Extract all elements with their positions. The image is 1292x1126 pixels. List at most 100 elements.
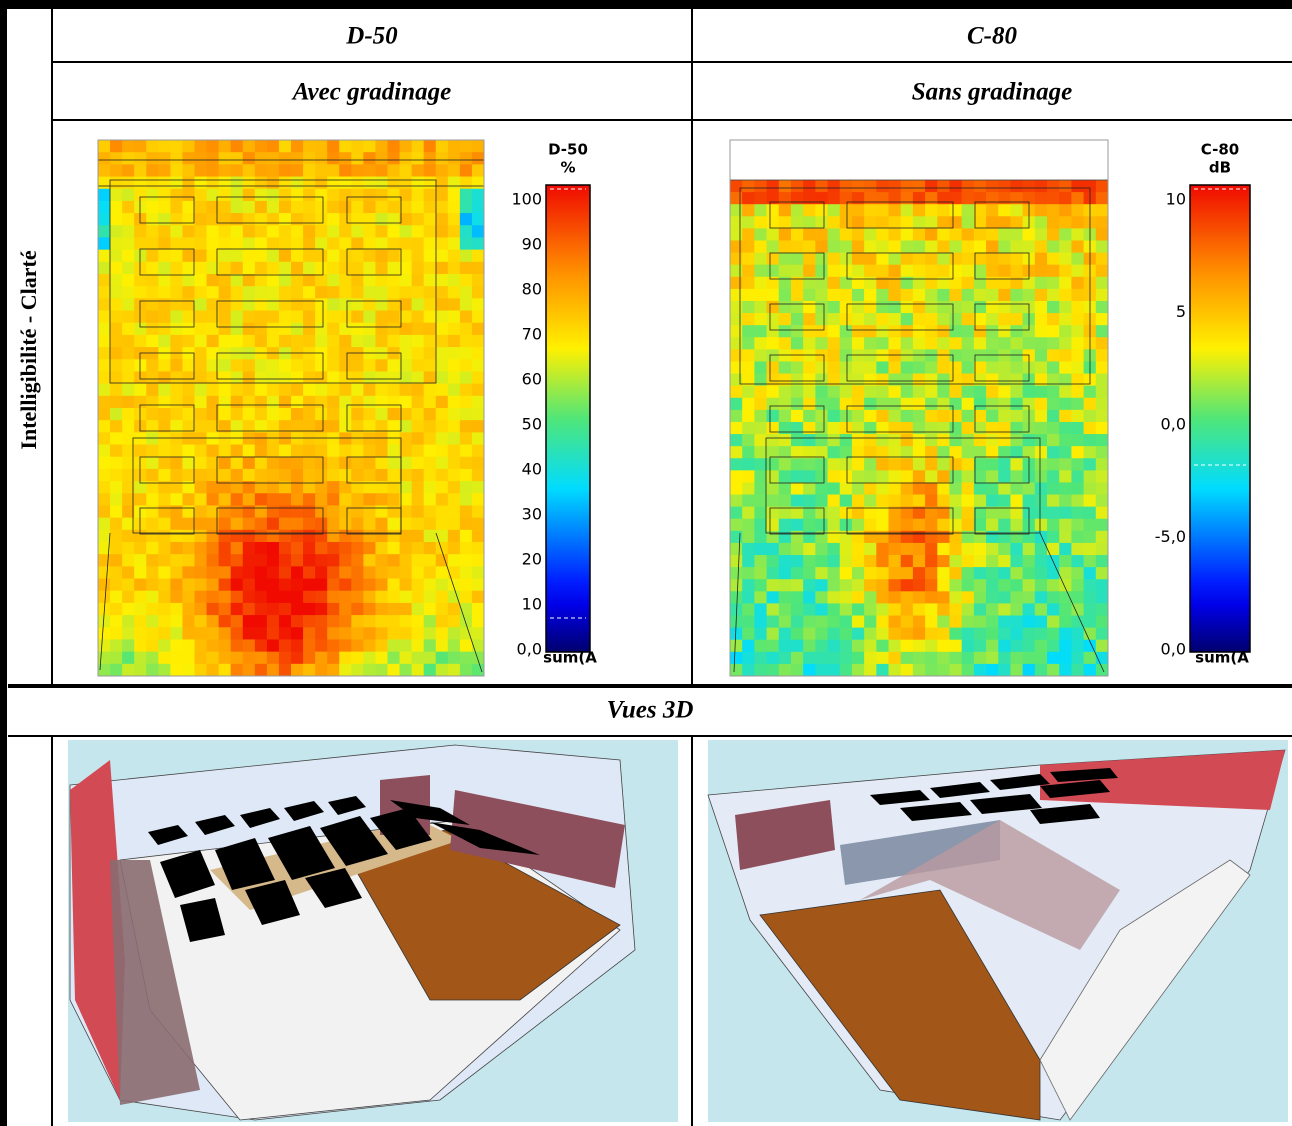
heat-cell [803, 361, 816, 374]
heat-cell [339, 213, 352, 226]
heat-cell [448, 396, 461, 409]
heat-cell [974, 591, 987, 604]
heat-cell [949, 507, 962, 520]
heat-cell [219, 213, 232, 226]
heat-cell [889, 567, 902, 580]
heat-cell [876, 519, 889, 532]
heat-cell [913, 543, 926, 556]
heat-cell [974, 253, 987, 266]
heat-cell [170, 530, 183, 543]
heat-cell [448, 262, 461, 275]
heat-cell [388, 140, 401, 153]
heat-cell [852, 616, 865, 629]
heat-cell [327, 384, 340, 397]
heat-cell [98, 664, 111, 677]
heat-cell [913, 495, 926, 508]
heat-cell [742, 603, 755, 616]
heat-cell [158, 408, 171, 421]
heat-cell [375, 225, 388, 238]
heat-cell [937, 192, 950, 205]
heat-cell [1047, 579, 1060, 592]
heat-cell [913, 470, 926, 483]
heat-cell [436, 627, 449, 640]
heat-cell [388, 201, 401, 214]
heat-cell [1047, 507, 1060, 520]
heat-cell [876, 664, 889, 677]
heat-cell [1096, 531, 1109, 544]
heat-cell [400, 225, 413, 238]
heat-cell [754, 204, 767, 217]
heat-cell [767, 591, 780, 604]
heat-cell [243, 311, 256, 324]
heat-cell [315, 384, 328, 397]
heat-cell [146, 347, 159, 360]
heat-cell [388, 554, 401, 567]
heat-cell [122, 627, 135, 640]
heat-cell [146, 579, 159, 592]
heat-cell [901, 265, 914, 278]
view-3d [708, 740, 1288, 1122]
heat-cell [986, 507, 999, 520]
heat-cell [1010, 410, 1023, 423]
heat-cell [937, 325, 950, 338]
heat-cell [255, 347, 268, 360]
heat-cell [146, 457, 159, 470]
heat-cell [182, 335, 195, 348]
heat-cell [182, 347, 195, 360]
heat-cell [219, 359, 232, 372]
heat-cell [303, 225, 316, 238]
heat-cell [974, 228, 987, 241]
heat-cell [803, 555, 816, 568]
heat-cell [1010, 216, 1023, 229]
heat-cell [424, 335, 437, 348]
heat-cell [974, 301, 987, 314]
heat-cell [1084, 591, 1097, 604]
heat-cell [219, 603, 232, 616]
heat-cell [925, 470, 938, 483]
heat-cell [937, 422, 950, 435]
heat-cell [852, 482, 865, 495]
heat-cell [424, 481, 437, 494]
heat-cell [243, 505, 256, 518]
heat-cell [1059, 398, 1072, 411]
heat-cell [779, 591, 792, 604]
heat-cell [110, 518, 123, 531]
heat-cell [460, 140, 473, 153]
heat-cell [267, 518, 280, 531]
heat-cell [98, 652, 111, 665]
heat-cell [1096, 422, 1109, 435]
heat-cell [864, 301, 877, 314]
heat-cell [231, 432, 244, 445]
heat-cell [1023, 180, 1036, 193]
heat-cell [876, 591, 889, 604]
heat-cell [889, 628, 902, 641]
heat-cell [207, 432, 220, 445]
heat-cell [170, 164, 183, 177]
heat-cell [279, 225, 292, 238]
heat-cell [767, 482, 780, 495]
heat-cell [303, 286, 316, 299]
heat-cell [219, 664, 232, 677]
heat-cell [424, 311, 437, 324]
heat-cell [122, 237, 135, 250]
heat-cell [460, 237, 473, 250]
heat-cell [267, 323, 280, 336]
heat-cell [949, 458, 962, 471]
heat-cell [219, 518, 232, 531]
heat-cell [375, 286, 388, 299]
heat-cell [207, 639, 220, 652]
heat-cell [339, 542, 352, 555]
heat-cell [998, 289, 1011, 302]
heat-cell [852, 495, 865, 508]
heat-cell [195, 554, 208, 567]
heat-cell [195, 615, 208, 628]
heat-cell [840, 422, 853, 435]
heat-cell [351, 140, 364, 153]
heat-cell [913, 664, 926, 677]
heat-cell [742, 652, 755, 665]
heat-cell [803, 628, 816, 641]
heat-cell [791, 253, 804, 266]
heat-cell [98, 469, 111, 482]
heat-cell [1096, 555, 1109, 568]
heat-cell [852, 240, 865, 253]
